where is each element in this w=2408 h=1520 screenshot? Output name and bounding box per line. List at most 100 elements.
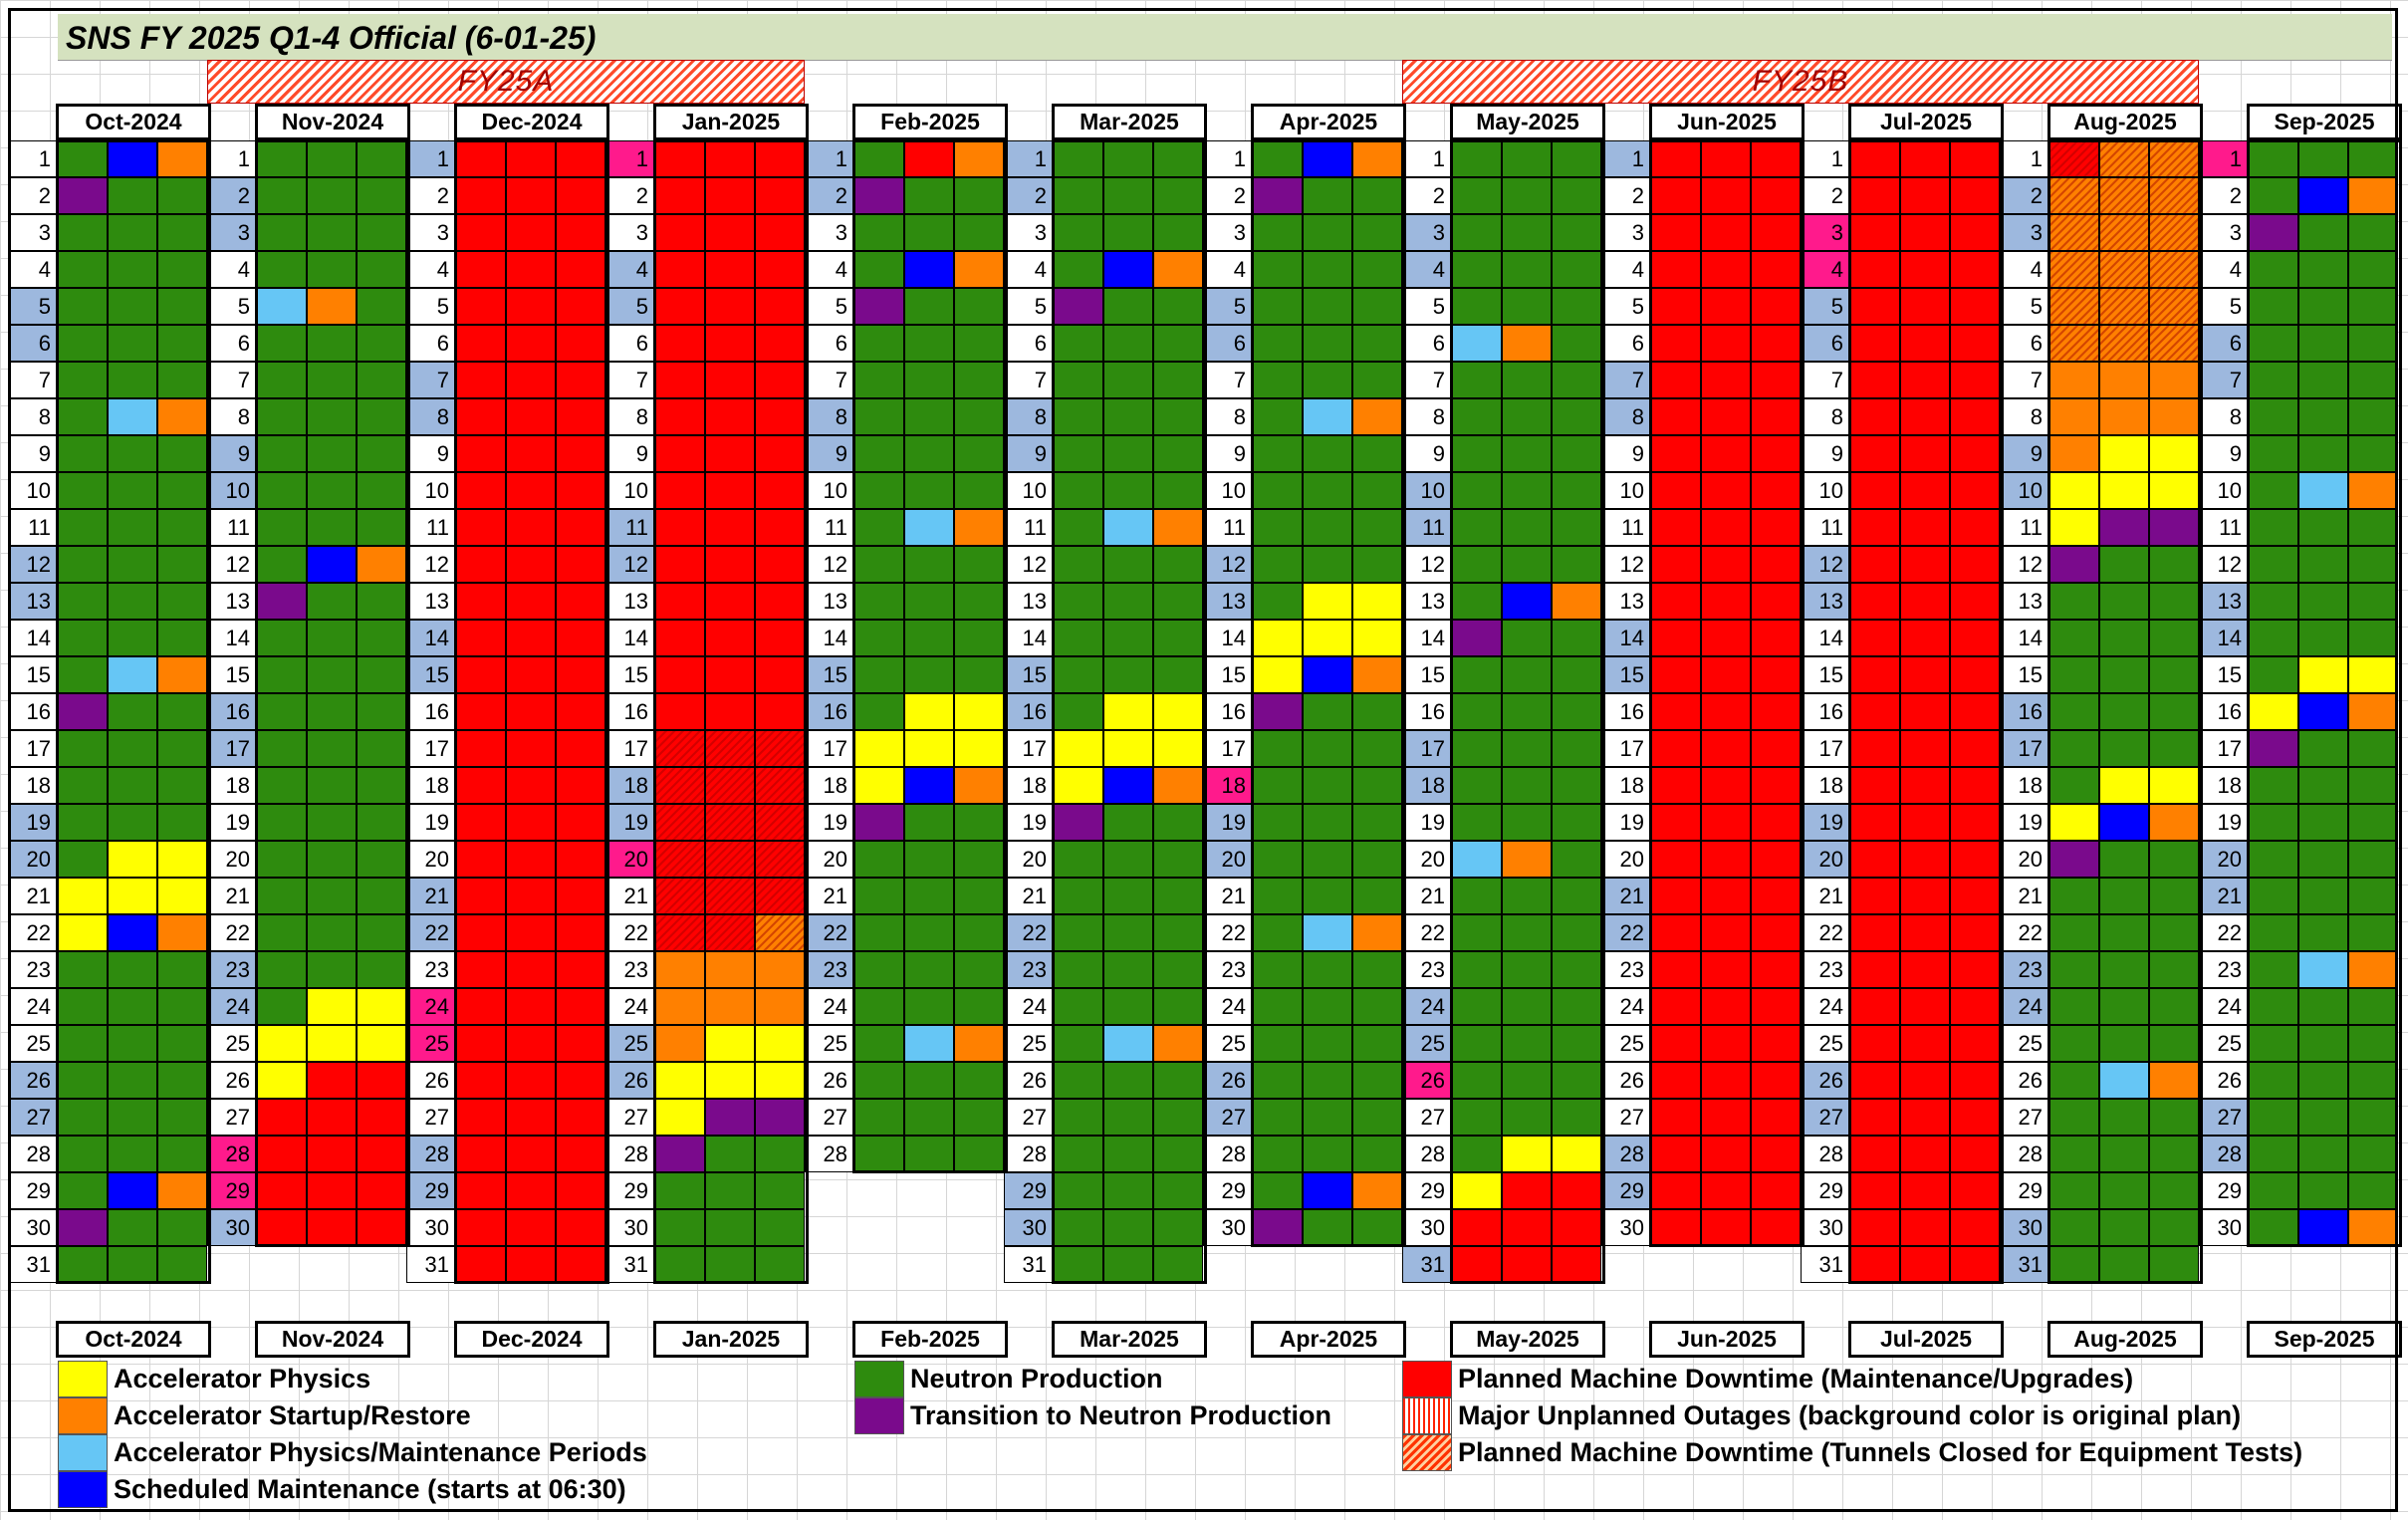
day-number: 1 [1203,140,1253,177]
schedule-cell [1502,951,1552,988]
schedule-cell [755,914,805,951]
schedule-cell [904,546,954,583]
schedule-cell [1552,841,1601,878]
schedule-cell [1751,288,1801,325]
schedule-cell [1950,325,2000,362]
schedule-cell [307,398,357,435]
schedule-cell [1103,362,1153,398]
schedule-cell [1054,435,1103,472]
schedule-cell [506,362,556,398]
schedule-cell [1153,656,1203,693]
schedule-cell [655,804,705,841]
schedule-cell [1552,656,1601,693]
day-number: 6 [805,325,854,362]
schedule-cell [456,1099,506,1136]
schedule-cell [1900,362,1950,398]
schedule-cell [904,251,954,288]
schedule-cell [2099,325,2149,362]
schedule-cell [2049,656,2099,693]
schedule-cell [357,546,406,583]
schedule-cell [655,1099,705,1136]
schedule-cell [2149,362,2199,398]
day-number: 15 [1004,656,1054,693]
day-number: 11 [1203,509,1253,546]
schedule-cell [58,1246,108,1283]
schedule-cell [157,804,207,841]
schedule-cell [2099,914,2149,951]
schedule-cell [954,288,1004,325]
schedule-cell [1253,804,1303,841]
day-number: 26 [1801,1062,1850,1099]
schedule-cell [556,951,605,988]
schedule-cell [1502,1025,1552,1062]
day-number: 22 [207,914,257,951]
schedule-cell [58,804,108,841]
day-number: 11 [406,509,456,546]
schedule-cell [954,1136,1004,1172]
schedule-cell [1751,546,1801,583]
day-number: 6 [605,325,655,362]
schedule-cell [1751,730,1801,767]
schedule-cell [1502,1246,1552,1283]
schedule-cell [1303,546,1352,583]
day-number: 8 [605,398,655,435]
schedule-cell [357,435,406,472]
schedule-cell [1452,362,1502,398]
schedule-cell [1352,362,1402,398]
schedule-cell [705,251,755,288]
schedule-cell [904,1025,954,1062]
day-number: 1 [2000,140,2049,177]
schedule-cell [1950,878,2000,914]
day-number: 12 [406,546,456,583]
schedule-cell [1651,398,1701,435]
schedule-cell [954,1099,1004,1136]
schedule-cell [1103,177,1153,214]
schedule-cell [1900,435,1950,472]
schedule-cell [755,767,805,804]
schedule-cell [1950,914,2000,951]
schedule-cell [1502,509,1552,546]
schedule-cell [257,1209,307,1246]
month-header-top: Jul-2025 [1848,104,2004,140]
schedule-cell [1103,398,1153,435]
schedule-cell [1751,988,1801,1025]
day-number: 2 [1203,177,1253,214]
day-number: 7 [207,362,257,398]
day-number: 19 [207,804,257,841]
schedule-cell [2298,804,2348,841]
day-number: 18 [1801,767,1850,804]
schedule-cell [257,1136,307,1172]
day-number: 25 [1004,1025,1054,1062]
schedule-cell [157,656,207,693]
schedule-cell [257,1062,307,1099]
schedule-cell [1850,325,1900,362]
day-number: 7 [2000,362,2049,398]
schedule-cell [954,509,1004,546]
schedule-cell [1253,325,1303,362]
schedule-cell [755,693,805,730]
schedule-cell [2049,988,2099,1025]
schedule-cell [1352,1136,1402,1172]
schedule-cell [2348,398,2398,435]
schedule-cell [1153,398,1203,435]
schedule-cell [1651,656,1701,693]
day-number: 21 [406,878,456,914]
legend-swatch-l [58,1434,108,1471]
schedule-cell [1253,1062,1303,1099]
day-number: 31 [1402,1246,1452,1283]
schedule-cell [854,214,904,251]
schedule-cell [1502,288,1552,325]
schedule-cell [1751,1025,1801,1062]
schedule-cell [2149,1246,2199,1283]
schedule-cell [1900,546,1950,583]
schedule-cell [506,472,556,509]
schedule-cell [307,1136,357,1172]
schedule-cell [157,509,207,546]
schedule-cell [1651,472,1701,509]
schedule-cell [1452,1062,1502,1099]
schedule-cell [1352,914,1402,951]
day-number: 21 [1004,878,1054,914]
schedule-cell [2049,693,2099,730]
day-number: 2 [805,177,854,214]
schedule-cell [1950,251,2000,288]
